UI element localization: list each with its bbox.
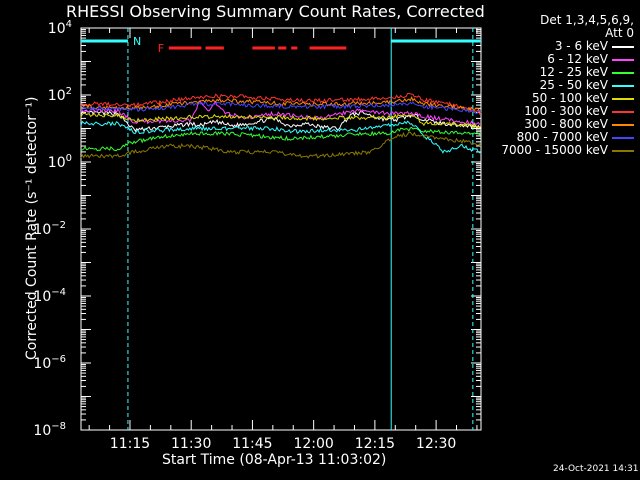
- y-tick-label: 10−8: [33, 421, 66, 439]
- legend-label: 300 - 800 keV: [524, 117, 608, 131]
- legend-header-line: Att 0: [605, 26, 634, 40]
- legend-label: 3 - 6 keV: [554, 39, 608, 53]
- y-tick-label: 10−4: [33, 287, 66, 305]
- chart-title: RHESSI Observing Summary Count Rates, Co…: [66, 2, 485, 21]
- legend-swatch: [612, 46, 634, 48]
- x-tick-label: 12:15: [355, 436, 395, 452]
- legend-swatch: [612, 98, 634, 100]
- legend-entry: 12 - 25 keV: [482, 66, 634, 79]
- series-line: [80, 92, 482, 115]
- legend-swatch: [612, 72, 634, 74]
- legend-swatch: [612, 137, 634, 139]
- flare-mark: F: [158, 42, 164, 55]
- series-line: [80, 100, 482, 126]
- plot-frame: [80, 27, 482, 431]
- series-line: [80, 131, 482, 159]
- series-line: [80, 112, 482, 129]
- legend-entry: 6 - 12 keV: [482, 53, 634, 66]
- y-tick-label: 10−2: [33, 220, 66, 238]
- legend-entry: 800 - 7000 keV: [482, 131, 634, 144]
- legend: Det 1,3,4,5,6,9, Att 0 3 - 6 keV 6 - 12 k…: [482, 14, 634, 157]
- series-line: [81, 101, 482, 115]
- legend-label: 12 - 25 keV: [539, 65, 608, 79]
- legend-label: 100 - 300 keV: [524, 104, 608, 118]
- legend-header-line: Det 1,3,4,5,6,9,: [540, 13, 634, 27]
- legend-swatch: [612, 111, 634, 113]
- x-tick-label: 11:30: [171, 436, 211, 452]
- legend-entry: 25 - 50 keV: [482, 79, 634, 92]
- legend-entry: 7000 - 15000 keV: [482, 144, 634, 157]
- x-tick-label: 11:45: [232, 436, 272, 452]
- legend-swatch: [612, 150, 634, 152]
- legend-label: 25 - 50 keV: [539, 78, 608, 92]
- y-tick-label: 100: [48, 153, 72, 171]
- legend-entry: 3 - 6 keV: [482, 40, 634, 53]
- x-axis-label: Start Time (08-Apr-13 11:03:02): [162, 452, 387, 468]
- attenuator-mark: N: [133, 35, 141, 48]
- legend-label: 800 - 7000 keV: [516, 130, 608, 144]
- legend-label: 7000 - 15000 keV: [501, 143, 608, 157]
- legend-label: 50 - 100 keV: [531, 91, 608, 105]
- legend-swatch: [612, 85, 634, 87]
- series-line: [80, 120, 482, 154]
- x-tick-label: 12:30: [416, 436, 456, 452]
- y-tick-label: 104: [48, 19, 72, 37]
- y-axis-label: Corrected Count Rate (s⁻¹ detector⁻¹): [24, 96, 40, 360]
- y-tick-label: 10−6: [33, 354, 66, 372]
- legend-entry: 100 - 300 keV: [482, 105, 634, 118]
- x-tick-label: 12:00: [293, 436, 333, 452]
- legend-entry: 300 - 800 keV: [482, 118, 634, 131]
- legend-label: 6 - 12 keV: [547, 52, 608, 66]
- timestamp: 24-Oct-2021 14:31: [553, 464, 639, 474]
- y-tick-label: 102: [48, 86, 72, 104]
- x-tick-label: 11:15: [110, 436, 150, 452]
- legend-swatch: [612, 124, 634, 126]
- series-line: [80, 126, 482, 152]
- legend-swatch: [612, 59, 634, 61]
- legend-entry: 50 - 100 keV: [482, 92, 634, 105]
